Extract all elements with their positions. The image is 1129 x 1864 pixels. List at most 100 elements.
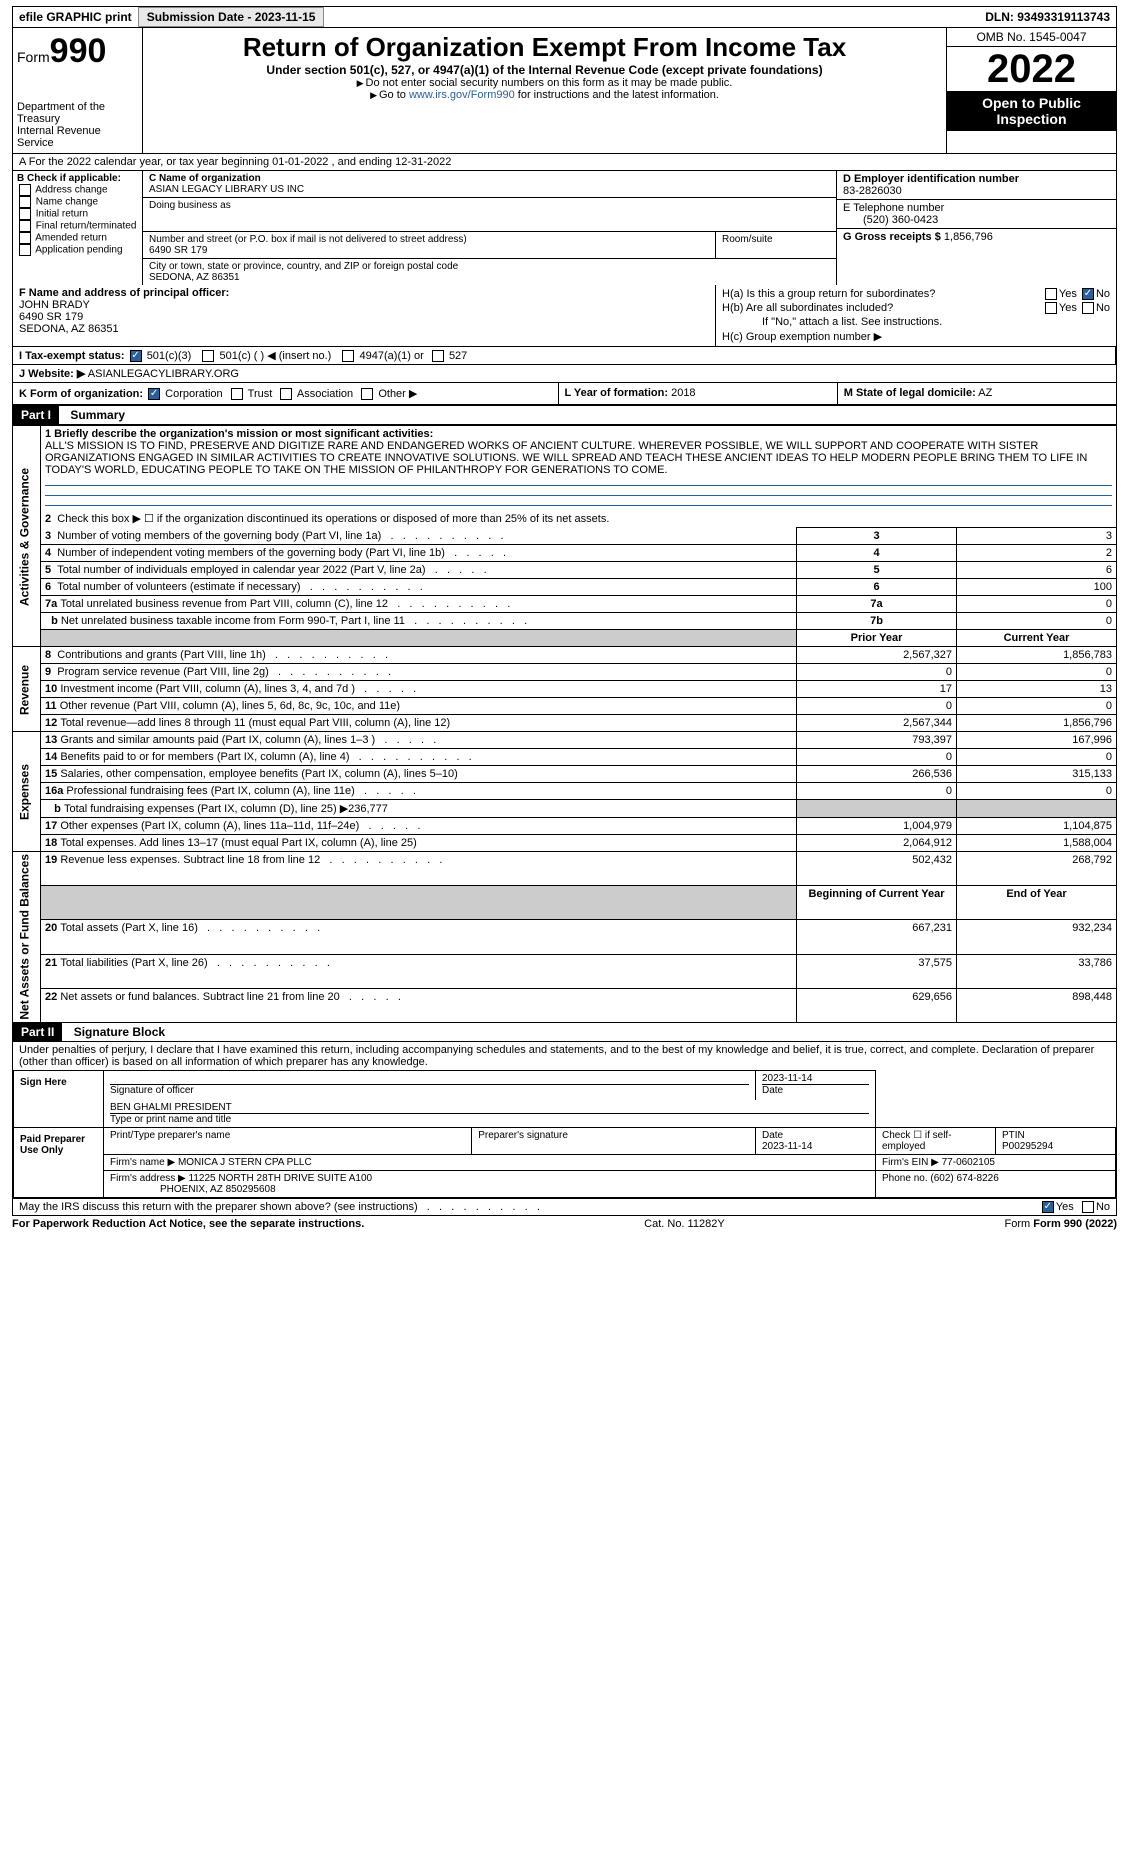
cb-initial-return[interactable]: Initial return	[17, 208, 138, 220]
discuss-no[interactable]	[1082, 1201, 1094, 1213]
ein: 83-2826030	[843, 185, 902, 197]
mission-label: 1 Briefly describe the organization's mi…	[45, 428, 433, 440]
hb-yes[interactable]	[1045, 302, 1057, 314]
submission-date-button[interactable]: Submission Date - 2023-11-15	[138, 7, 325, 27]
cb-4947[interactable]	[342, 350, 354, 362]
form-title: Return of Organization Exempt From Incom…	[151, 32, 938, 63]
cb-amended-return[interactable]: Amended return	[17, 232, 138, 244]
cb-application-pending[interactable]: Application pending	[17, 244, 138, 256]
org-name-label: C Name of organization	[149, 173, 830, 184]
cb-final-return[interactable]: Final return/terminated	[17, 220, 138, 232]
hb-no[interactable]	[1082, 302, 1094, 314]
dept-treasury: Department of the Treasury	[17, 101, 138, 125]
cb-name-change[interactable]: Name change	[17, 196, 138, 208]
section-c: C Name of organization ASIAN LEGACY LIBR…	[143, 171, 836, 285]
sig-officer-label: Signature of officer	[110, 1084, 749, 1096]
part2-header: Part II	[13, 1023, 62, 1041]
form-footer: Form 990 (2022)	[1033, 1218, 1117, 1230]
cb-501c[interactable]	[202, 350, 214, 362]
ssn-note: Do not enter social security numbers on …	[151, 77, 938, 89]
room-label: Room/suite	[716, 232, 836, 258]
prep-date: 2023-11-14	[762, 1141, 812, 1152]
org-name: ASIAN LEGACY LIBRARY US INC	[149, 184, 830, 195]
val5: 6	[957, 562, 1117, 579]
pra-notice: For Paperwork Reduction Act Notice, see …	[12, 1218, 364, 1230]
officer-name: JOHN BRADY	[19, 299, 90, 311]
cb-assoc[interactable]	[280, 388, 292, 400]
hb-note: If "No," attach a list. See instructions…	[722, 315, 1110, 329]
section-b: B Check if applicable: Address change Na…	[13, 171, 143, 285]
officer-printed-name: BEN GHALMI PRESIDENT	[110, 1102, 232, 1113]
cb-527[interactable]	[432, 350, 444, 362]
ha-yes[interactable]	[1045, 288, 1057, 300]
gross-label: G Gross receipts $	[843, 231, 941, 243]
line7b: Net unrelated business taxable income fr…	[61, 615, 527, 627]
ha-no[interactable]	[1082, 288, 1094, 300]
city: SEDONA, AZ 86351	[149, 272, 830, 283]
line2: Check this box ▶ ☐ if the organization d…	[57, 513, 609, 525]
street: 6490 SR 179	[149, 245, 709, 256]
irs-label: Internal Revenue Service	[17, 125, 138, 149]
cb-501c3[interactable]	[130, 350, 142, 362]
cb-address-change[interactable]: Address change	[17, 184, 138, 196]
perjury-declaration: Under penalties of perjury, I declare th…	[13, 1042, 1116, 1070]
ein-label: D Employer identification number	[843, 173, 1019, 185]
cb-other[interactable]	[361, 388, 373, 400]
val7b: 0	[957, 613, 1117, 630]
side-expenses: Expenses	[13, 732, 41, 852]
self-employed-check[interactable]: Check ☐ if self-employed	[876, 1128, 996, 1155]
val4: 2	[957, 545, 1117, 562]
section-h: H(a) Is this a group return for subordin…	[716, 285, 1116, 346]
section-l: L Year of formation: 2018	[558, 383, 837, 404]
firm-addr: 11225 NORTH 28TH DRIVE SUITE A100	[189, 1173, 373, 1184]
discuss-question: May the IRS discuss this return with the…	[19, 1201, 540, 1213]
discuss-yes[interactable]	[1042, 1201, 1054, 1213]
line3: Number of voting members of the governin…	[57, 530, 503, 542]
form-subtitle: Under section 501(c), 527, or 4947(a)(1)…	[151, 63, 938, 77]
header-right: OMB No. 1545-0047 2022 Open to Public In…	[946, 28, 1116, 153]
cb-trust[interactable]	[231, 388, 243, 400]
side-activities: Activities & Governance	[13, 426, 41, 647]
efile-label: efile GRAPHIC print	[13, 10, 138, 24]
city-label: City or town, state or province, country…	[149, 261, 830, 272]
form-prefix: Form	[17, 49, 50, 65]
val6: 100	[957, 579, 1117, 596]
line5: Total number of individuals employed in …	[57, 564, 486, 576]
gross-receipts: 1,856,796	[944, 231, 993, 243]
tax-year: 2022	[947, 47, 1116, 91]
hc-label: H(c) Group exemption number ▶	[722, 329, 1110, 344]
firm-name: MONICA J STERN CPA PLLC	[178, 1157, 312, 1168]
arrow-icon	[370, 89, 379, 101]
section-j: J Website: ▶ ASIANLEGACYLIBRARY.ORG	[13, 365, 1116, 382]
val7a: 0	[957, 596, 1117, 613]
part1-header: Part I	[13, 406, 59, 424]
section-i: I Tax-exempt status: 501(c)(3) 501(c) ( …	[13, 347, 1116, 364]
mission-text: ALL'S MISSION IS TO FIND, PRESERVE AND D…	[45, 440, 1087, 476]
row-a-period: A For the 2022 calendar year, or tax yea…	[12, 154, 1117, 171]
street-label: Number and street (or P.O. box if mail i…	[149, 234, 709, 245]
prep-phone: (602) 674-8226	[930, 1173, 998, 1184]
current-year-hdr: Current Year	[957, 630, 1117, 647]
top-bar: efile GRAPHIC print Submission Date - 20…	[12, 6, 1117, 28]
part2-title: Signature Block	[66, 1023, 173, 1041]
sig-date: 2023-11-14	[762, 1073, 812, 1084]
side-netassets: Net Assets or Fund Balances	[13, 852, 41, 1023]
irs-link[interactable]: www.irs.gov/Form990	[409, 89, 515, 101]
omb-number: OMB No. 1545-0047	[947, 28, 1116, 47]
paid-preparer: Paid Preparer Use Only	[14, 1128, 104, 1198]
officer-label: F Name and address of principal officer:	[19, 287, 229, 299]
section-f: F Name and address of principal officer:…	[13, 285, 716, 346]
b-label: B Check if applicable:	[17, 173, 121, 184]
line7a: Total unrelated business revenue from Pa…	[60, 598, 510, 610]
sign-here: Sign Here	[14, 1070, 104, 1128]
hb-label: H(b) Are all subordinates included?	[722, 302, 893, 314]
summary-table: Activities & Governance 1 Briefly descri…	[12, 425, 1117, 1023]
val3: 3	[957, 528, 1117, 545]
side-revenue: Revenue	[13, 647, 41, 732]
line6: Total number of volunteers (estimate if …	[57, 581, 423, 593]
section-m: M State of legal domicile: AZ	[837, 383, 1116, 404]
dba-label: Doing business as	[149, 200, 830, 211]
cb-corp[interactable]	[148, 388, 160, 400]
year-formation: 2018	[671, 387, 695, 399]
section-k: K Form of organization: Corporation Trus…	[13, 383, 558, 404]
